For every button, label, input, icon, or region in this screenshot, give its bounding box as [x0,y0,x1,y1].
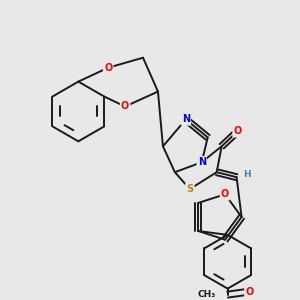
Text: O: O [233,126,242,136]
Text: O: O [245,286,254,297]
Text: O: O [121,101,129,112]
Text: S: S [186,184,194,194]
Text: H: H [243,170,250,179]
Text: O: O [221,189,229,199]
Text: CH₃: CH₃ [198,290,216,299]
Text: N: N [198,157,206,167]
Text: N: N [182,114,190,124]
Text: O: O [104,63,112,73]
